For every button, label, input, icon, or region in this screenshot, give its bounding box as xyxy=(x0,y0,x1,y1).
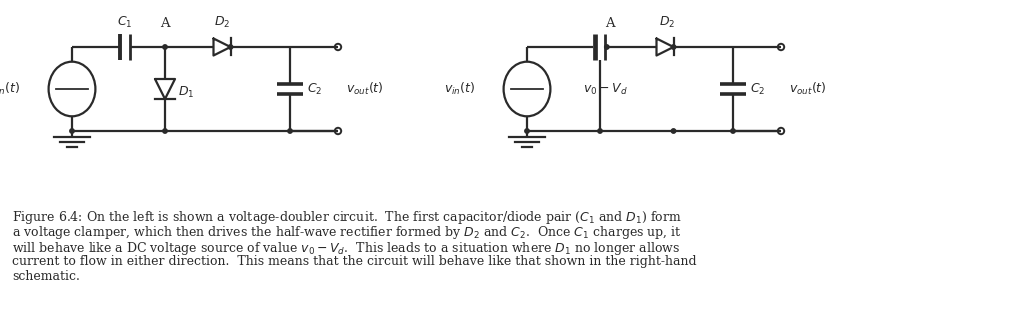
Text: Figure 6.4: On the left is shown a voltage-doubler circuit.  The first capacitor: Figure 6.4: On the left is shown a volta… xyxy=(12,209,682,226)
Text: $C_2$: $C_2$ xyxy=(307,81,323,97)
Circle shape xyxy=(731,129,735,133)
Circle shape xyxy=(672,45,676,49)
Text: will behave like a DC voltage source of value $v_0 - V_d$.  This leads to a situ: will behave like a DC voltage source of … xyxy=(12,240,681,256)
Circle shape xyxy=(604,45,609,49)
Text: $v_{out}(t)$: $v_{out}(t)$ xyxy=(346,81,384,97)
Text: $C_1$: $C_1$ xyxy=(118,15,133,30)
Circle shape xyxy=(70,129,74,133)
Circle shape xyxy=(163,45,167,49)
Circle shape xyxy=(228,45,232,49)
Circle shape xyxy=(598,129,602,133)
Text: $D_2$: $D_2$ xyxy=(214,15,230,30)
Text: A: A xyxy=(605,17,614,30)
Text: schematic.: schematic. xyxy=(12,270,80,283)
Text: a voltage clamper, which then drives the half-wave rectifier formed by $D_2$ and: a voltage clamper, which then drives the… xyxy=(12,224,682,241)
Circle shape xyxy=(672,129,676,133)
Text: $v_0 - V_d$: $v_0 - V_d$ xyxy=(583,81,628,97)
Text: current to flow in either direction.  This means that the circuit will behave li: current to flow in either direction. Thi… xyxy=(12,255,697,268)
Text: $D_1$: $D_1$ xyxy=(178,85,195,100)
Text: $v_{out}(t)$: $v_{out}(t)$ xyxy=(790,81,826,97)
Text: A: A xyxy=(160,17,170,30)
Text: $C_2$: $C_2$ xyxy=(750,81,765,97)
Circle shape xyxy=(288,129,292,133)
Circle shape xyxy=(524,129,529,133)
Circle shape xyxy=(163,129,167,133)
Text: $v_{in}(t)$: $v_{in}(t)$ xyxy=(443,81,475,97)
Text: $v_{in}(t)$: $v_{in}(t)$ xyxy=(0,81,20,97)
Text: $D_2$: $D_2$ xyxy=(658,15,675,30)
